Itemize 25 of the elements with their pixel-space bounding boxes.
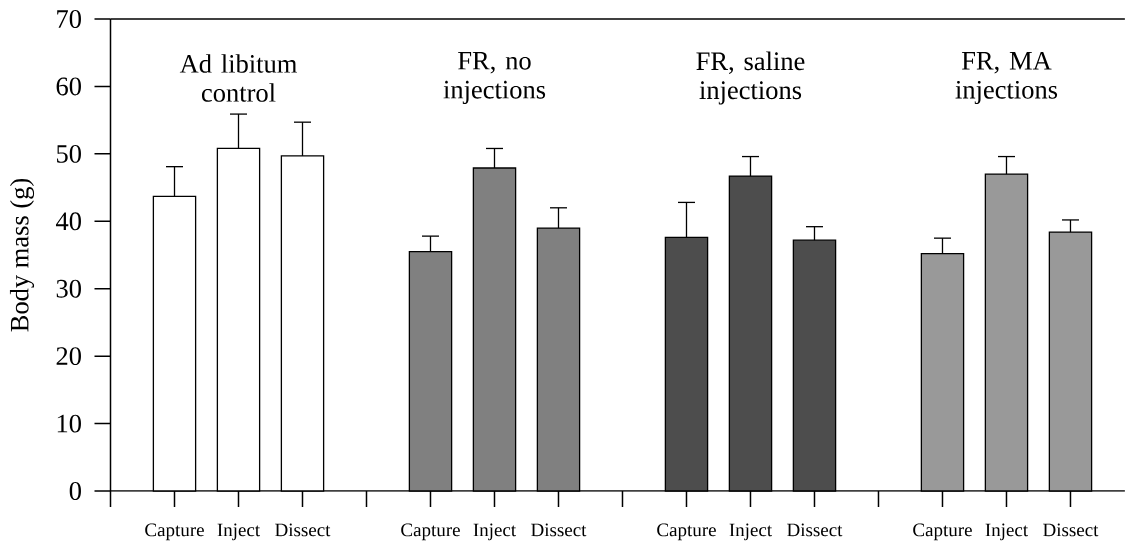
x-tick-label: Capture bbox=[657, 523, 716, 541]
x-tick-label: Capture bbox=[145, 523, 204, 541]
y-tick-label: 0 bbox=[69, 482, 81, 500]
annotation: FR, MA injections bbox=[955, 51, 1058, 105]
x-tick-label: Dissect bbox=[1043, 523, 1099, 537]
x-tick-label: Inject bbox=[217, 523, 261, 541]
x-tick-label: Dissect bbox=[531, 523, 587, 537]
annotation: FR, saline injections bbox=[696, 51, 805, 105]
y-tick-label: 70 bbox=[57, 10, 81, 28]
y-tick-label: 50 bbox=[57, 144, 81, 163]
y-axis-title: Body mass (g) bbox=[9, 178, 35, 332]
y-tick-label: 60 bbox=[56, 77, 81, 96]
x-tick-label: Dissect bbox=[275, 523, 331, 537]
x-tick-label: Inject bbox=[729, 523, 772, 541]
x-tick-label: Inject bbox=[985, 523, 1028, 541]
y-tick-label: 30 bbox=[56, 279, 81, 298]
y-tick-label: 20 bbox=[56, 347, 81, 366]
y-tick-label: 10 bbox=[57, 414, 81, 433]
annotation: FR, no injections bbox=[443, 52, 546, 105]
x-tick-label: Inject bbox=[473, 523, 517, 541]
x-tick-label: Capture bbox=[913, 523, 972, 541]
x-tick-label: Capture bbox=[401, 523, 460, 541]
annotation: Ad libitum control bbox=[179, 54, 297, 102]
y-tick-label: 40 bbox=[55, 212, 81, 231]
x-tick-label: Dissect bbox=[787, 523, 843, 537]
